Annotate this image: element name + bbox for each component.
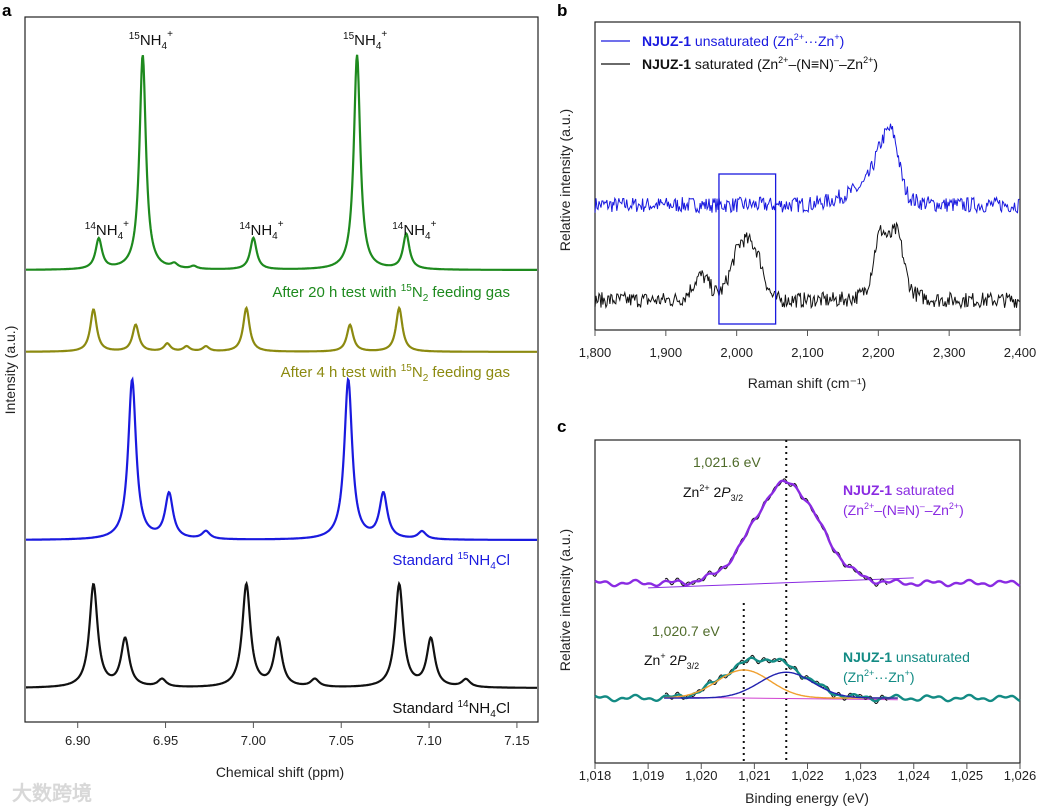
- raman-spectrum-black: [594, 221, 1020, 310]
- annotation-zn1-2p: Zn+ 2P3/2: [644, 651, 699, 671]
- panel-b-xlabel: Raman shift (cm⁻¹): [748, 375, 867, 391]
- annotation-zn2-2p: Zn2+ 2P3/2: [683, 483, 743, 503]
- panel-b-xtick-label: 2,000: [720, 345, 753, 360]
- peak-label: 14NH4+: [392, 219, 436, 242]
- panel-b-ylabel: Relative intensity (a.u.): [557, 109, 573, 251]
- series-label-black: Standard 14NH4Cl: [392, 699, 510, 720]
- panel-c-letter: c: [557, 417, 566, 436]
- spectrum-black: [26, 580, 537, 689]
- xps-curve-teal: [594, 656, 1021, 703]
- label-unsaturated-line2: (Zn2+···Zn+): [843, 668, 915, 685]
- panel-b-xtick-label: 1,800: [579, 345, 612, 360]
- panel-a-frame: [24, 16, 539, 723]
- xps-curve-darkblue: [664, 671, 898, 699]
- panel-a-xtick-label: 7.05: [329, 733, 354, 748]
- panel-c-xps-chart: Binding energy (eV) Relative intensity (…: [557, 439, 1037, 806]
- raman-spectrum-blue: [594, 123, 1020, 215]
- panel-c-xtick-label: 1,018: [579, 768, 612, 783]
- highlight-box: [718, 173, 777, 325]
- peak-label: 15NH4+: [343, 29, 387, 52]
- panel-a-xtick-label: 6.90: [65, 733, 90, 748]
- panel-c-xtick-label: 1,024: [897, 768, 930, 783]
- panel-a-xlabel: Chemical shift (ppm): [216, 764, 344, 780]
- panel-a-xtick-label: 7.15: [504, 733, 529, 748]
- spectrum-green: [26, 54, 537, 271]
- legend-item-unsaturated: NJUZ-1 unsaturated (Zn2+···Zn+): [601, 32, 844, 49]
- panel-c-frame: [594, 439, 1021, 764]
- panel-c-xtick-label: 1,025: [951, 768, 984, 783]
- panel-a-xtick-label: 6.95: [153, 733, 178, 748]
- series-label-olive: After 4 h test with 15N2 feeding gas: [281, 363, 510, 384]
- label-saturated-line1: NJUZ-1 saturated: [843, 482, 954, 498]
- panel-c-xtick-label: 1,023: [844, 768, 877, 783]
- series-label-green: After 20 h test with 15N2 feeding gas: [272, 283, 510, 304]
- peak-label: 14NH4+: [239, 219, 283, 242]
- panel-a-xtick-label: 7.00: [241, 733, 266, 748]
- legend-item-saturated: NJUZ-1 saturated (Zn2+–(N≡N)––Zn2+): [601, 55, 878, 72]
- xps-curve-purple: [594, 479, 1021, 588]
- series-label-blue: Standard 15NH4Cl: [392, 551, 510, 572]
- panel-b-xtick-label: 2,100: [791, 345, 824, 360]
- panel-c-xtick-label: 1,019: [632, 768, 665, 783]
- panel-c-xtick-label: 1,020: [685, 768, 718, 783]
- panel-c-xtick-label: 1,021: [738, 768, 771, 783]
- label-unsaturated-line1: NJUZ-1 unsaturated: [843, 649, 970, 665]
- annotation-energy-1020-7: 1,020.7 eV: [652, 623, 720, 639]
- panel-b-xtick-label: 2,400: [1004, 345, 1037, 360]
- label-saturated-line2: (Zn2+–(N≡N)––Zn2+): [843, 501, 964, 518]
- panel-a-ylabel: Intensity (a.u.): [2, 326, 18, 415]
- panel-b-letter: b: [557, 1, 567, 20]
- panel-b-xtick-label: 1,900: [650, 345, 683, 360]
- legend-label-unsaturated: NJUZ-1 unsaturated (Zn2+···Zn+): [642, 32, 844, 49]
- spectrum-olive: [26, 305, 537, 353]
- panel-b-xtick-label: 2,300: [933, 345, 966, 360]
- panel-b-raman-chart: Raman shift (cm⁻¹) Relative intensity (a…: [557, 21, 1037, 391]
- legend-label-saturated: NJUZ-1 saturated (Zn2+–(N≡N)––Zn2+): [642, 55, 878, 72]
- peak-label: 15NH4+: [129, 29, 173, 52]
- panel-c-ylabel: Relative intensity (a.u.): [557, 529, 573, 671]
- watermark: 大数跨境: [12, 781, 92, 805]
- panel-c-xtick-label: 1,022: [791, 768, 824, 783]
- annotation-energy-1021-6: 1,021.6 eV: [693, 454, 761, 470]
- panel-a-xtick-label: 7.10: [416, 733, 441, 748]
- spectrum-blue: [26, 376, 537, 541]
- panel-c-xlabel: Binding energy (eV): [745, 790, 869, 806]
- panel-c-xtick-label: 1,026: [1004, 768, 1037, 783]
- panel-a-letter: a: [2, 1, 12, 20]
- panel-a-nmr-chart: Chemical shift (ppm) Intensity (a.u.) 6.…: [2, 16, 539, 780]
- peak-label: 14NH4+: [85, 219, 129, 242]
- panel-b-xtick-label: 2,200: [862, 345, 895, 360]
